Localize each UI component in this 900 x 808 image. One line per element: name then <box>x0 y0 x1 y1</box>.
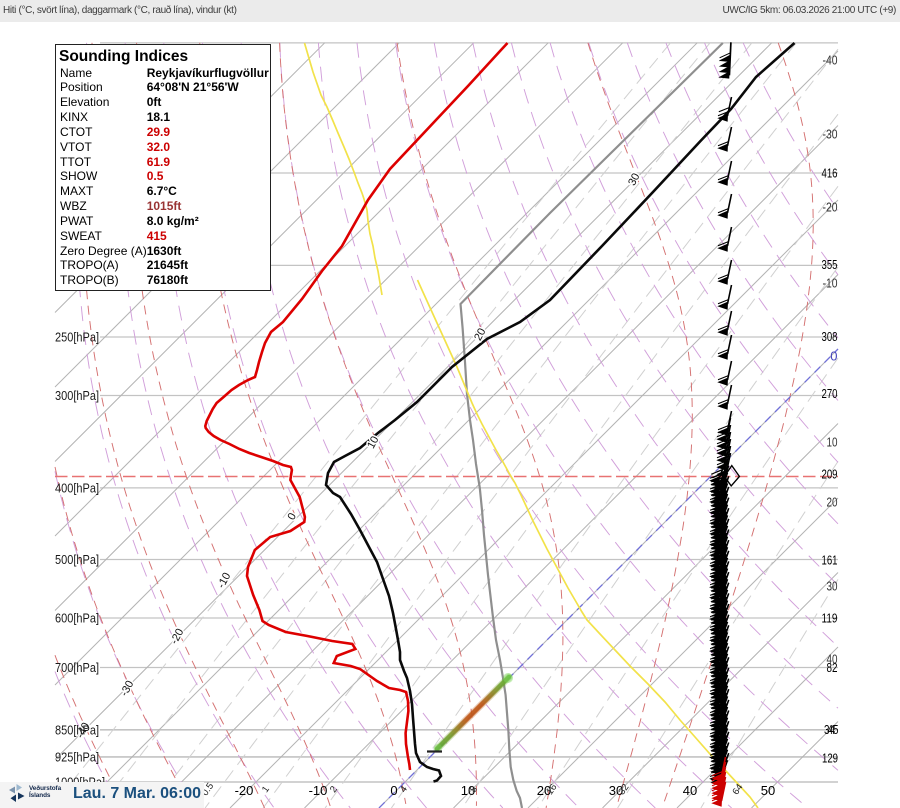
svg-text:161: 161 <box>822 553 838 568</box>
svg-text:-10: -10 <box>309 783 328 798</box>
svg-text:40: 40 <box>683 783 697 798</box>
svg-text:10: 10 <box>461 783 475 798</box>
svg-text:30: 30 <box>609 783 623 798</box>
svg-text:8: 8 <box>468 784 480 795</box>
svg-text:308: 308 <box>822 329 838 344</box>
svg-text:32: 32 <box>616 782 631 797</box>
svg-text:209: 209 <box>822 467 838 482</box>
svg-text:0: 0 <box>390 783 397 798</box>
svg-text:600[hPa]: 600[hPa] <box>55 611 99 626</box>
svg-text:-10: -10 <box>823 276 838 291</box>
svg-text:129: 129 <box>822 751 838 766</box>
svg-text:500[hPa]: 500[hPa] <box>55 552 99 567</box>
svg-text:45: 45 <box>828 722 839 737</box>
svg-text:40: 40 <box>827 652 838 667</box>
svg-text:400[hPa]: 400[hPa] <box>55 480 99 495</box>
svg-text:30: 30 <box>827 579 838 594</box>
svg-text:10: 10 <box>827 435 838 450</box>
svg-text:20: 20 <box>827 495 838 510</box>
svg-text:64: 64 <box>730 782 745 797</box>
svg-text:700[hPa]: 700[hPa] <box>55 660 99 675</box>
svg-text:16: 16 <box>544 782 559 797</box>
svg-text:-20: -20 <box>823 200 838 215</box>
svg-text:34: 34 <box>824 722 835 737</box>
svg-text:119: 119 <box>822 611 838 626</box>
svg-text:-20: -20 <box>235 783 254 798</box>
svg-text:850[hPa]: 850[hPa] <box>55 722 99 737</box>
svg-text:-30: -30 <box>823 127 838 142</box>
svg-text:416: 416 <box>822 165 838 180</box>
svg-text:355: 355 <box>822 257 838 272</box>
svg-text:-40: -40 <box>823 53 838 68</box>
svg-text:925[hPa]: 925[hPa] <box>55 750 99 765</box>
svg-text:1: 1 <box>260 784 272 795</box>
svg-text:270: 270 <box>822 386 838 401</box>
svg-text:20: 20 <box>537 783 551 798</box>
svg-text:300[hPa]: 300[hPa] <box>55 388 99 403</box>
svg-text:2: 2 <box>328 784 340 795</box>
svg-text:50: 50 <box>761 783 775 798</box>
svg-text:250[hPa]: 250[hPa] <box>55 330 99 345</box>
svg-text:0: 0 <box>830 349 837 364</box>
svg-text:82: 82 <box>827 660 838 675</box>
svg-text:4: 4 <box>398 784 410 795</box>
